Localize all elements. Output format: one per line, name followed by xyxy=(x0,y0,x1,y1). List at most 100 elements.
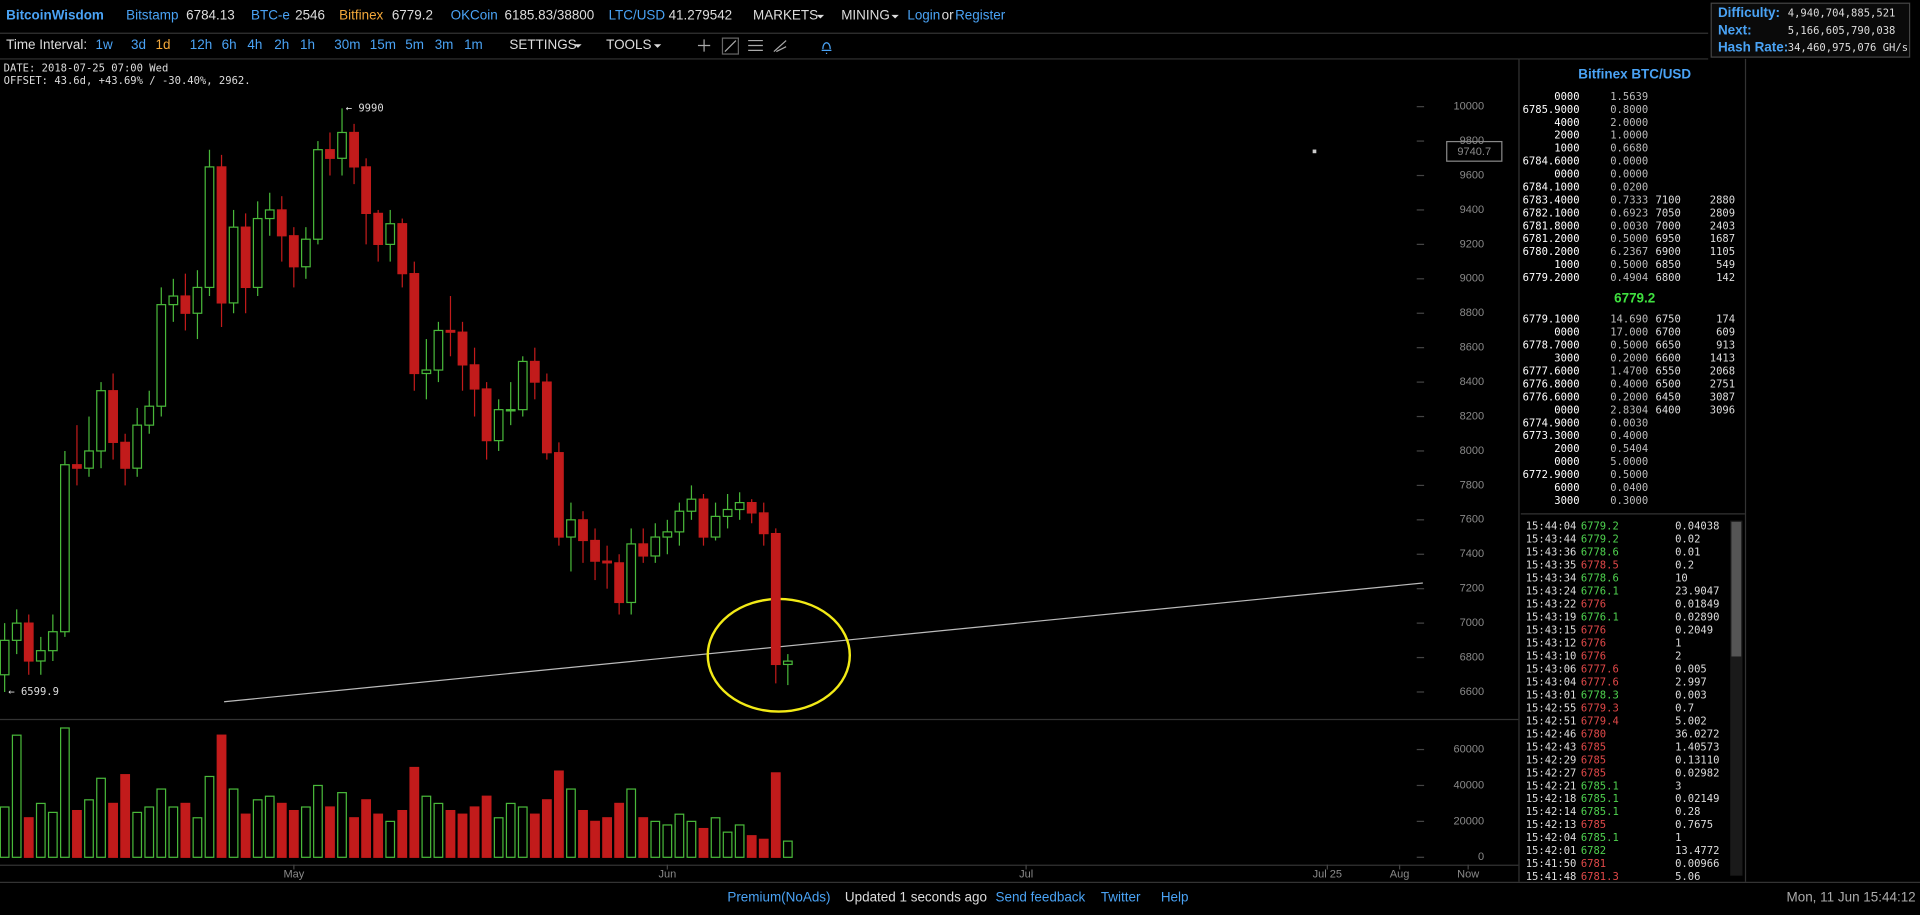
volume-bar xyxy=(445,809,456,858)
interval-button[interactable]: 1d xyxy=(156,37,171,52)
volume-bar xyxy=(602,817,612,858)
ticker-price: 6779.2 xyxy=(392,8,433,23)
menu[interactable]: MINING xyxy=(841,8,890,23)
interval-button[interactable]: 1w xyxy=(96,37,113,52)
trade-price: 6780 xyxy=(1581,728,1606,740)
candle-body xyxy=(493,409,504,442)
trade-time: 15:42:01 xyxy=(1526,845,1577,857)
stat-label: Next: xyxy=(1718,22,1752,37)
candle-body xyxy=(758,512,769,535)
book-price: 6779.2000 xyxy=(1523,272,1580,284)
book-price: 1000 xyxy=(1554,143,1579,155)
crosshair-icon[interactable] xyxy=(697,39,711,52)
interval-button[interactable]: 5m xyxy=(405,37,424,52)
depth-total: 3087 xyxy=(1710,391,1735,403)
candle-body xyxy=(590,539,600,562)
x-tick-label: Aug xyxy=(1390,868,1410,880)
trade-amount: 5.002 xyxy=(1675,715,1707,727)
book-amount: 0.6680 xyxy=(1610,143,1648,155)
interval-button[interactable]: 2h xyxy=(274,37,289,52)
trade-time: 15:42:29 xyxy=(1526,754,1577,766)
premium-link[interactable]: Premium(NoAds) xyxy=(727,889,830,904)
y-tick-label: 8000 xyxy=(1460,445,1485,457)
interval-button[interactable]: 3d xyxy=(131,37,146,52)
depth-total: 609 xyxy=(1716,327,1735,339)
ticker-name[interactable]: Bitstamp xyxy=(126,8,178,23)
candle-body xyxy=(433,329,444,371)
volume-bar xyxy=(758,838,769,858)
menu[interactable]: MARKETS xyxy=(753,8,818,23)
fib-icon[interactable] xyxy=(748,39,763,51)
depth-total: 2751 xyxy=(1710,378,1735,390)
trade-price: 6785 xyxy=(1581,819,1606,831)
register-link[interactable]: Register xyxy=(955,8,1006,23)
logo[interactable]: BitcoinWisdom xyxy=(6,8,104,23)
book-amount: 0.6923 xyxy=(1610,207,1648,219)
clock: Mon, 11 Jun 15:44:12 xyxy=(1787,889,1916,904)
volume-bar xyxy=(722,831,733,858)
candle-body xyxy=(445,329,456,333)
volume-bar xyxy=(47,811,58,858)
book-amount: 0.5404 xyxy=(1610,443,1648,455)
trade-price: 6777.6 xyxy=(1581,663,1619,675)
book-price: 6781.2000 xyxy=(1523,233,1580,245)
trade-amount: 0.2049 xyxy=(1675,625,1713,637)
help-link[interactable]: Help xyxy=(1161,889,1189,904)
book-amount: 0.5000 xyxy=(1610,340,1648,352)
volume-bar xyxy=(529,813,540,858)
ticker-name[interactable]: BTC-e xyxy=(251,8,290,23)
settings-menu[interactable]: SETTINGS xyxy=(509,37,576,52)
y-tick-label: 8800 xyxy=(1460,307,1485,319)
interval-button[interactable]: 1m xyxy=(464,37,483,52)
y-tick-label: 9400 xyxy=(1460,204,1485,216)
interval-button[interactable]: 1h xyxy=(300,37,315,52)
book-price: 6780.2000 xyxy=(1523,246,1580,258)
depth-total: 549 xyxy=(1716,259,1735,271)
candle-body xyxy=(373,212,384,245)
interval-button[interactable]: 30m xyxy=(334,37,360,52)
interval-button[interactable]: 4h xyxy=(247,37,262,52)
interval-button[interactable]: 3m xyxy=(435,37,454,52)
book-amount: 0.0200 xyxy=(1610,181,1648,193)
volume-bar xyxy=(734,824,745,858)
alert-icon[interactable] xyxy=(821,42,832,55)
tools-menu[interactable]: TOOLS xyxy=(606,37,651,52)
y-tick-label: 7200 xyxy=(1460,583,1485,595)
line-icon[interactable] xyxy=(724,40,737,53)
login-link[interactable]: Login xyxy=(907,8,940,23)
volume-bar xyxy=(638,817,649,858)
last-price: 6779.2 xyxy=(1614,290,1655,305)
book-price: 6776.8000 xyxy=(1523,378,1580,390)
book-price: 0000 xyxy=(1554,91,1579,103)
trade-time: 15:43:06 xyxy=(1526,663,1577,675)
book-amount: 2.8304 xyxy=(1610,404,1648,416)
y-tick-label: 8200 xyxy=(1460,410,1485,422)
pen-icon[interactable] xyxy=(773,40,787,53)
book-price: 6779.1000 xyxy=(1523,314,1580,326)
trade-time: 15:41:50 xyxy=(1526,858,1577,870)
volume-bar xyxy=(23,817,34,858)
interval-button[interactable]: 6h xyxy=(222,37,237,52)
candle-body xyxy=(638,543,649,557)
interval-button[interactable]: 15m xyxy=(370,37,396,52)
candle-body xyxy=(734,501,745,511)
scrollbar-thumb[interactable] xyxy=(1731,521,1742,657)
trade-time: 15:42:43 xyxy=(1526,741,1577,753)
feedback-link[interactable]: Send feedback xyxy=(996,889,1086,904)
ticker-name[interactable]: OKCoin xyxy=(451,8,498,23)
line-tool-icon[interactable] xyxy=(721,37,739,55)
candle-body xyxy=(578,519,588,542)
interval-button[interactable]: 12h xyxy=(190,37,212,52)
y-tick-label: 10000 xyxy=(1453,101,1484,113)
book-price: 0000 xyxy=(1554,327,1579,339)
volume-bar xyxy=(11,734,22,858)
high-annotation: ← 9990 xyxy=(346,102,384,114)
twitter-link[interactable]: Twitter xyxy=(1101,889,1141,904)
ticker-name[interactable]: LTC/USD xyxy=(609,8,666,23)
ticker-name[interactable]: Bitfinex xyxy=(339,8,383,23)
book-amount: 0.0030 xyxy=(1610,220,1648,232)
trade-price: 6785 xyxy=(1581,754,1606,766)
book-amount: 0.4000 xyxy=(1610,430,1648,442)
trade-price: 6776 xyxy=(1581,599,1606,611)
